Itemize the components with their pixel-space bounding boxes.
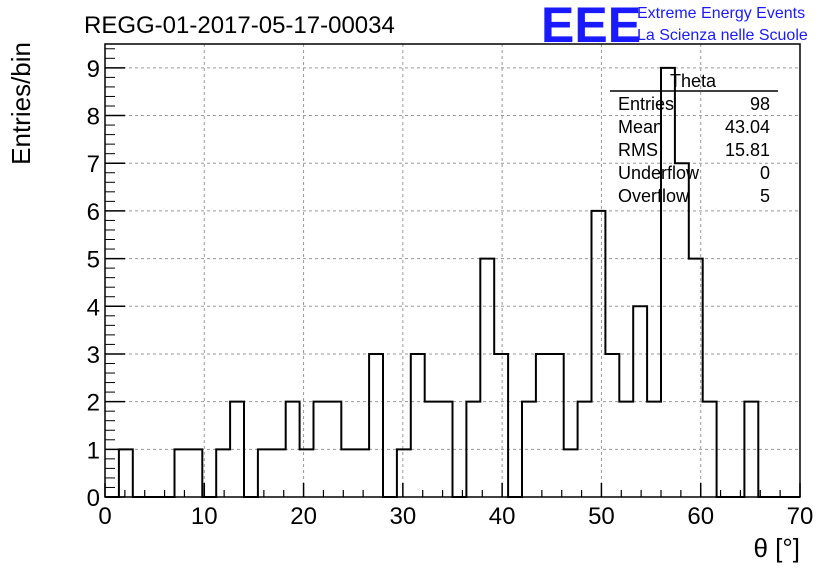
histogram-bin [744, 402, 758, 497]
y-tick-label: 7 [87, 151, 100, 178]
histogram-bin [355, 449, 369, 497]
histogram-bin [689, 259, 703, 497]
stats-value-entries: 98 [750, 94, 770, 114]
stats-value-overflow: 5 [760, 186, 770, 206]
x-tick-label: 30 [390, 503, 417, 530]
plot-frame [104, 43, 801, 498]
stats-label-rms: RMS [618, 140, 658, 160]
histogram-bin [592, 211, 606, 497]
histogram-bin [619, 402, 633, 497]
x-tick-label: 60 [687, 503, 714, 530]
x-tick-label: 70 [787, 503, 814, 530]
histogram-bin [230, 402, 244, 497]
histogram-bin [397, 449, 411, 497]
y-tick-label: 5 [87, 247, 100, 274]
histogram-bin [536, 354, 550, 497]
stats-box: Theta Entries 98 Mean 43.04 RMS 15.81 Un… [610, 71, 778, 206]
histogram-bin [564, 449, 578, 497]
y-tick-label: 1 [87, 437, 100, 464]
logo-mark: EEE [541, 0, 641, 53]
histogram-bin [216, 449, 230, 497]
y-tick-label: 6 [87, 199, 100, 226]
histogram-bin [675, 163, 689, 497]
histogram-bin [188, 449, 202, 497]
histogram-bin [633, 306, 647, 497]
histogram-bin [286, 402, 300, 497]
histogram-bin [522, 402, 536, 497]
stats-label-mean: Mean [618, 117, 663, 137]
logo-line-1: Extreme Energy Events [637, 5, 805, 22]
histogram-bin [175, 449, 189, 497]
y-tick-label: 4 [87, 294, 100, 321]
histogram-bin [605, 354, 619, 497]
histogram-bin [578, 402, 592, 497]
stats-label-entries: Entries [618, 94, 674, 114]
logo-line-2: La Scienza nelle Scuole [637, 27, 808, 44]
stats-value-mean: 43.04 [725, 117, 770, 137]
y-tick-label: 8 [87, 104, 100, 131]
histogram-bin [341, 449, 355, 497]
eee-logo: EEE Extreme Energy Events La Scienza nel… [541, 0, 808, 53]
histogram-bin [703, 402, 717, 497]
histogram-bin [480, 259, 494, 497]
x-tick-label: 20 [290, 503, 317, 530]
histogram-bin [369, 354, 383, 497]
histogram-bin [494, 354, 508, 497]
stats-label-underflow: Underflow [618, 163, 700, 183]
y-axis-title: Entries/bin [6, 42, 36, 165]
histogram-bin [258, 449, 272, 497]
histogram-bin [647, 402, 661, 497]
histogram-bin [425, 402, 439, 497]
histogram-bin [314, 402, 328, 497]
stats-value-rms: 15.81 [725, 140, 770, 160]
histogram-bin [411, 354, 425, 497]
y-tick-label: 3 [87, 342, 100, 369]
x-tick-labels: 0 10 20 30 40 50 60 70 [98, 503, 813, 530]
y-tick-labels: 0 1 2 3 4 5 6 7 8 9 [87, 56, 100, 512]
x-tick-label: 0 [98, 503, 111, 530]
chart-title: REGG-01-2017-05-17-00034 [84, 12, 395, 39]
histogram-bin [300, 449, 314, 497]
histogram-bin [119, 449, 133, 497]
x-tick-label: 50 [588, 503, 615, 530]
histogram-bin [661, 68, 675, 497]
histogram-bin [272, 449, 286, 497]
x-tick-label: 40 [489, 503, 516, 530]
x-axis-title: θ [°] [753, 533, 800, 563]
histogram-bin [466, 402, 480, 497]
histogram-bin [439, 402, 453, 497]
y-tick-label: 2 [87, 390, 100, 417]
histogram-bin [327, 402, 341, 497]
stats-value-underflow: 0 [760, 163, 770, 183]
y-tick-label: 9 [87, 56, 100, 83]
x-tick-label: 10 [191, 503, 218, 530]
y-tick-label: 0 [87, 485, 100, 512]
stats-label-overflow: Overflow [618, 186, 690, 206]
histogram-bin [550, 354, 564, 497]
stats-box-name: Theta [670, 71, 717, 91]
